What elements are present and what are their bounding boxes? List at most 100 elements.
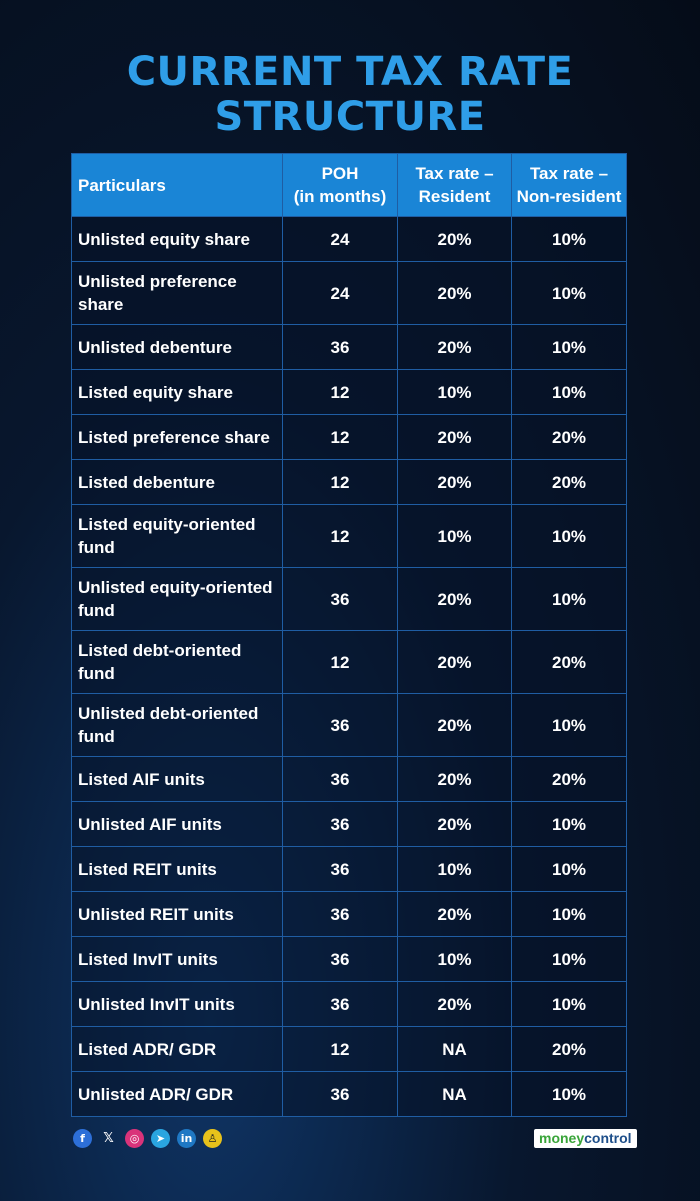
cell-nonresident: 20% (511, 630, 627, 694)
cell-resident: 10% (397, 846, 512, 892)
cell-poh: 36 (282, 567, 398, 631)
cell-nonresident: 20% (511, 1026, 627, 1072)
cell-particulars: Listed REIT units (71, 846, 283, 892)
table-row: Listed debt-oriented fund 12 20% 20% (71, 630, 627, 694)
title-line-2: STRUCTURE (214, 94, 486, 140)
cell-poh: 36 (282, 693, 398, 757)
cell-nonresident: 10% (511, 801, 627, 847)
table-row: Unlisted preference share 24 20% 10% (71, 261, 627, 325)
cell-resident: 20% (397, 891, 512, 937)
table-row: Listed REIT units 36 10% 10% (71, 846, 627, 892)
cell-resident: 20% (397, 693, 512, 757)
cell-poh: 12 (282, 504, 398, 568)
page-title: CURRENT TAX RATE STRUCTURE (0, 50, 700, 140)
telegram-icon[interactable]: ➤ (151, 1129, 170, 1148)
cell-nonresident: 20% (511, 459, 627, 505)
table-row: Unlisted equity-oriented fund 36 20% 10% (71, 567, 627, 631)
cell-particulars: Listed debenture (71, 459, 283, 505)
cell-particulars: Unlisted equity share (71, 216, 283, 262)
cell-poh: 36 (282, 846, 398, 892)
cell-particulars: Unlisted preference share (71, 261, 283, 325)
table-row: Listed ADR/ GDR 12 NA 20% (71, 1026, 627, 1072)
cell-resident: 20% (397, 756, 512, 802)
cell-particulars: Listed InvIT units (71, 936, 283, 982)
cell-resident: 20% (397, 414, 512, 460)
cell-nonresident: 10% (511, 693, 627, 757)
moneycontrol-logo: moneycontrol (534, 1129, 637, 1148)
cell-nonresident: 10% (511, 1071, 627, 1117)
cell-resident: NA (397, 1071, 512, 1117)
cell-nonresident: 10% (511, 846, 627, 892)
cell-resident: 10% (397, 936, 512, 982)
table-row: Unlisted InvIT units 36 20% 10% (71, 981, 627, 1027)
cell-resident: 10% (397, 504, 512, 568)
cell-poh: 12 (282, 414, 398, 460)
cell-particulars: Unlisted AIF units (71, 801, 283, 847)
cell-resident: 20% (397, 216, 512, 262)
cell-resident: 20% (397, 567, 512, 631)
cell-poh: 12 (282, 1026, 398, 1072)
cell-resident: 20% (397, 261, 512, 325)
table-row: Listed equity share 12 10% 10% (71, 369, 627, 415)
cell-particulars: Unlisted debenture (71, 324, 283, 370)
cell-nonresident: 20% (511, 756, 627, 802)
table-row: Listed AIF units 36 20% 20% (71, 756, 627, 802)
cell-particulars: Unlisted InvIT units (71, 981, 283, 1027)
cell-particulars: Unlisted ADR/ GDR (71, 1071, 283, 1117)
cell-nonresident: 10% (511, 936, 627, 982)
facebook-icon[interactable]: f (73, 1129, 92, 1148)
cell-resident: 20% (397, 324, 512, 370)
header-nonresident: Tax rate – Non-resident (511, 153, 627, 217)
instagram-icon[interactable]: ◎ (125, 1129, 144, 1148)
cell-nonresident: 10% (511, 261, 627, 325)
cell-poh: 36 (282, 324, 398, 370)
cell-particulars: Unlisted debt-oriented fund (71, 693, 283, 757)
cell-nonresident: 10% (511, 891, 627, 937)
cell-particulars: Listed debt-oriented fund (71, 630, 283, 694)
cell-resident: 20% (397, 459, 512, 505)
table-row: Unlisted debenture 36 20% 10% (71, 324, 627, 370)
cell-poh: 12 (282, 630, 398, 694)
table-row: Unlisted REIT units 36 20% 10% (71, 891, 627, 937)
cell-poh: 36 (282, 801, 398, 847)
cell-poh: 24 (282, 261, 398, 325)
cell-nonresident: 10% (511, 369, 627, 415)
cell-poh: 24 (282, 216, 398, 262)
cell-nonresident: 10% (511, 324, 627, 370)
cell-nonresident: 10% (511, 567, 627, 631)
table-row: Listed preference share 12 20% 20% (71, 414, 627, 460)
table-row: Unlisted ADR/ GDR 36 NA 10% (71, 1071, 627, 1117)
cell-resident: NA (397, 1026, 512, 1072)
cell-particulars: Unlisted REIT units (71, 891, 283, 937)
cell-nonresident: 10% (511, 216, 627, 262)
linkedin-icon[interactable]: in (177, 1129, 196, 1148)
cell-particulars: Listed preference share (71, 414, 283, 460)
cell-particulars: Listed equity share (71, 369, 283, 415)
table-row: Unlisted AIF units 36 20% 10% (71, 801, 627, 847)
cell-particulars: Listed AIF units (71, 756, 283, 802)
table-row: Listed debenture 12 20% 20% (71, 459, 627, 505)
cell-poh: 36 (282, 1071, 398, 1117)
cell-particulars: Unlisted equity-oriented fund (71, 567, 283, 631)
cell-nonresident: 10% (511, 981, 627, 1027)
cell-resident: 20% (397, 801, 512, 847)
cell-nonresident: 10% (511, 504, 627, 568)
cell-resident: 20% (397, 630, 512, 694)
table-row: Listed equity-oriented fund 12 10% 10% (71, 504, 627, 568)
table-header-row: Particulars POH (in months) Tax rate – Res… (71, 153, 627, 217)
snapchat-icon[interactable]: ♙ (203, 1129, 222, 1148)
tax-rate-table: Particulars POH (in months) Tax rate – Res… (71, 153, 627, 1117)
cell-poh: 36 (282, 756, 398, 802)
social-icons: f 𝕏 ◎ ➤ in ♙ (73, 1129, 222, 1148)
cell-resident: 10% (397, 369, 512, 415)
title-line-1: CURRENT TAX RATE (126, 49, 574, 95)
header-poh: POH (in months) (282, 153, 398, 217)
table-row: Listed InvIT units 36 10% 10% (71, 936, 627, 982)
cell-poh: 36 (282, 981, 398, 1027)
x-icon[interactable]: 𝕏 (103, 1131, 114, 1146)
header-particulars: Particulars (71, 153, 283, 217)
cell-particulars: Listed equity-oriented fund (71, 504, 283, 568)
cell-particulars: Listed ADR/ GDR (71, 1026, 283, 1072)
cell-poh: 12 (282, 369, 398, 415)
header-resident: Tax rate – Resident (397, 153, 512, 217)
